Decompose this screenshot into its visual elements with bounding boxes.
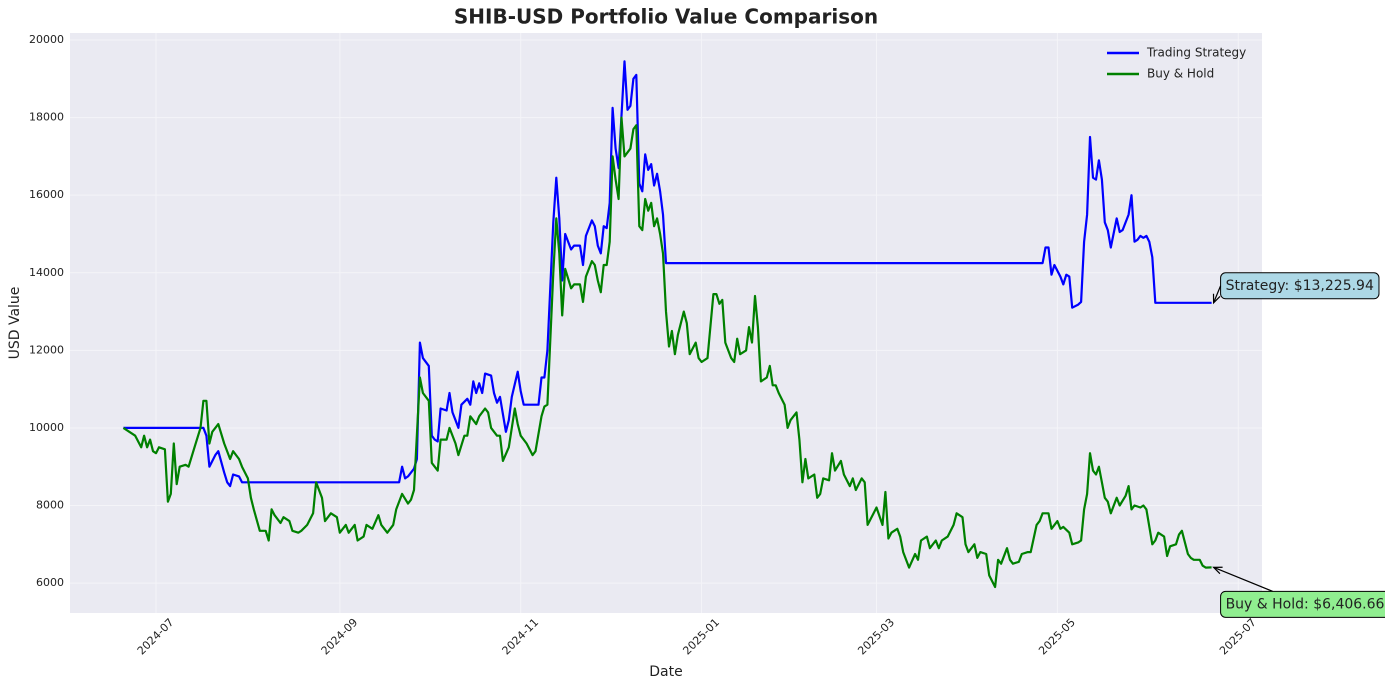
annotation-arrow xyxy=(1213,566,1273,592)
series-line xyxy=(123,60,1212,488)
y-tick-label: 6000 xyxy=(36,576,64,589)
x-tick-label: 2025-01 xyxy=(680,616,722,658)
annotation-text: Buy & Hold: $6,406.66 xyxy=(1226,596,1385,612)
x-tick-label: 2025-03 xyxy=(855,616,897,658)
x-axis-label: Date xyxy=(649,664,682,680)
series-line xyxy=(122,116,1212,589)
x-tick-label: 2024-07 xyxy=(135,616,177,658)
y-tick-label: 16000 xyxy=(29,188,64,201)
y-tick-label: 8000 xyxy=(36,499,64,512)
x-tick-label: 2025-05 xyxy=(1036,616,1078,658)
legend-label: Trading Strategy xyxy=(1146,46,1246,60)
y-tick-label: 10000 xyxy=(29,421,64,434)
y-tick-label: 14000 xyxy=(29,266,64,279)
y-tick-label: 12000 xyxy=(29,343,64,356)
annotation-arrowhead xyxy=(1212,293,1221,305)
legend-label: Buy & Hold xyxy=(1147,67,1214,81)
annotation-arrowhead xyxy=(1212,566,1223,575)
annotation-box xyxy=(1220,590,1385,618)
y-axis-label: USD Value xyxy=(7,287,23,360)
x-tick-label: 2025-07 xyxy=(1217,616,1259,658)
y-tick-label: 20000 xyxy=(29,33,64,46)
annotation-text: Strategy: $13,225.94 xyxy=(1226,278,1374,294)
x-tick-label: 2024-09 xyxy=(319,616,361,658)
x-tick-label: 2024-11 xyxy=(500,616,542,658)
y-tick-label: 18000 xyxy=(29,111,64,124)
annotation-arrow xyxy=(1213,285,1222,304)
chart-title: SHIB-USD Portfolio Value Comparison xyxy=(454,5,878,29)
